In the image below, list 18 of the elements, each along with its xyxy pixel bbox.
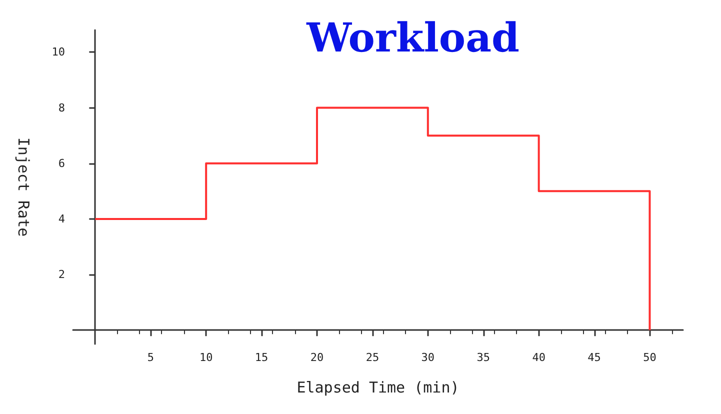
chart-title: Workload xyxy=(306,14,520,62)
x-tick-label: 50 xyxy=(643,351,656,364)
x-tick-label: 30 xyxy=(421,351,435,364)
x-axis-title: Elapsed Time (min) xyxy=(296,378,460,396)
x-tick-label: 10 xyxy=(199,351,213,364)
y-tick-label: 2 xyxy=(58,268,65,282)
x-tick-label: 35 xyxy=(476,351,490,364)
y-tick-label: 4 xyxy=(58,212,66,226)
x-tick-label: 25 xyxy=(366,351,380,364)
y-axis-title: Inject Rate xyxy=(14,137,32,237)
x-tick-label: 40 xyxy=(532,351,546,364)
y-tick-label: 6 xyxy=(58,156,65,170)
x-tick-label: 15 xyxy=(254,351,268,364)
x-tick-label: 20 xyxy=(310,351,324,364)
x-tick-label: 5 xyxy=(147,351,154,364)
y-tick-label: 10 xyxy=(52,46,65,59)
y-tick-label: 8 xyxy=(58,101,65,114)
x-tick-label: 45 xyxy=(588,351,601,364)
